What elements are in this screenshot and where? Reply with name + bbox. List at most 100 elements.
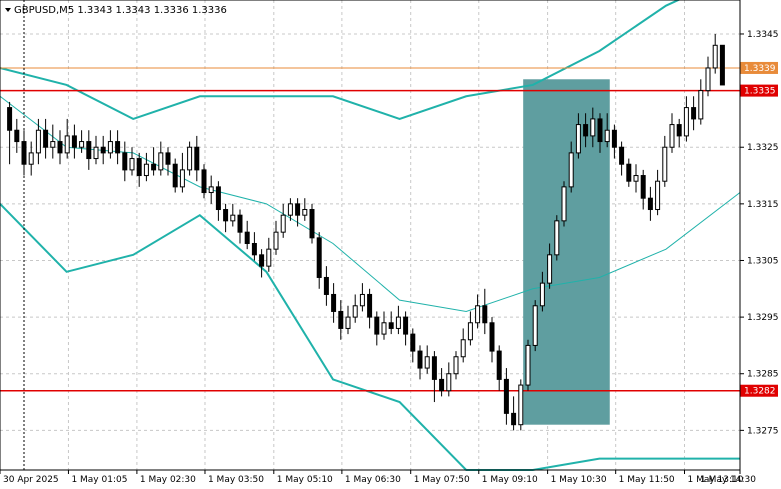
candle-body xyxy=(122,152,128,171)
candle-body xyxy=(64,135,70,154)
candle-body xyxy=(352,305,358,318)
candle-body xyxy=(187,146,193,171)
x-tick-label: 1 May 02:30 xyxy=(140,475,196,485)
candle-body xyxy=(266,248,272,267)
x-tick-label: 1 May 13:10 xyxy=(688,475,744,485)
candle-body xyxy=(511,412,517,426)
candle-body xyxy=(374,316,380,335)
x-tick-label: 1 May 11:50 xyxy=(619,475,675,485)
candle-body xyxy=(194,146,200,171)
candle-body xyxy=(575,124,581,154)
candle-body xyxy=(28,152,34,165)
candle-body xyxy=(525,344,531,386)
candle-body xyxy=(712,44,718,69)
y-tick-label: 1.3275 xyxy=(747,426,779,436)
candle-body xyxy=(158,152,164,171)
candle-body xyxy=(683,107,689,137)
candle-body xyxy=(172,163,178,188)
candle-body xyxy=(57,141,63,154)
candle-body xyxy=(14,129,20,143)
candle-body xyxy=(71,135,77,148)
candle-body xyxy=(93,146,99,160)
candle-body xyxy=(151,163,157,171)
candle-body xyxy=(403,316,409,335)
candle-body xyxy=(359,293,365,307)
x-tick-label: 1 May 05:10 xyxy=(277,475,333,485)
candle-body xyxy=(698,90,704,120)
candle-body xyxy=(338,310,344,329)
candle-body xyxy=(107,141,113,154)
candle-body xyxy=(482,305,488,324)
y-tick-label: 1.3345 xyxy=(747,30,779,40)
candles xyxy=(7,33,725,431)
price-level-label: 1.3282 xyxy=(744,387,776,397)
bollinger-upper-line xyxy=(0,0,681,120)
candle-body xyxy=(143,163,149,177)
candle-body xyxy=(518,384,524,426)
candle-body xyxy=(496,350,502,380)
candle-body xyxy=(323,276,329,295)
y-tick-label: 1.3295 xyxy=(747,313,779,323)
candle-body xyxy=(244,231,250,244)
candle-body xyxy=(273,231,279,250)
price-level-tag xyxy=(740,61,778,74)
candle-body xyxy=(446,373,452,392)
candle-body xyxy=(719,44,725,86)
y-tick-label: 1.3285 xyxy=(747,370,779,380)
candle-body xyxy=(410,333,416,352)
candle-body xyxy=(208,186,214,194)
dropdown-triangle-icon[interactable] xyxy=(5,8,11,12)
candle-body xyxy=(331,293,337,312)
candle-body xyxy=(597,118,603,143)
y-tick-label: 1.3315 xyxy=(747,200,779,210)
price-level-label: 1.3339 xyxy=(744,64,776,74)
plot-frame xyxy=(0,0,741,471)
y-tick-label: 1.3325 xyxy=(747,143,779,153)
candle-body xyxy=(165,152,171,165)
candle-body xyxy=(417,350,423,369)
candle-body xyxy=(532,305,538,346)
candle-body xyxy=(280,214,286,233)
candle-body xyxy=(35,129,41,154)
price-axis: 1.3345 1.3325 1.3315 1.3305 1.3295 1.3285 1.32… xyxy=(740,30,779,436)
candle-body xyxy=(424,356,430,369)
candle-body xyxy=(561,186,567,222)
candle-body xyxy=(554,220,560,256)
chart-title: GBPUSD,M5 1.3343 1.3343 1.3336 1.3336 xyxy=(14,5,227,16)
candle-body xyxy=(691,107,697,120)
candle-body xyxy=(460,339,466,358)
moving-average-line xyxy=(0,95,741,312)
candle-body xyxy=(100,146,106,154)
x-tick-label: 1 May 09:10 xyxy=(482,475,538,485)
x-tick-label: 1 May 14:30 xyxy=(700,475,756,485)
candle-body xyxy=(201,169,207,194)
candle-body xyxy=(676,124,682,137)
time-axis: 30 Apr 2025 1 May 01:05 1 May 02:30 1 May 0… xyxy=(0,470,756,485)
x-tick-label: 1 May 07:50 xyxy=(414,475,470,485)
candle-body xyxy=(381,322,387,335)
candle-body xyxy=(237,214,243,233)
x-tick-label: 1 May 06:30 xyxy=(345,475,401,485)
x-tick-label: 1 May 01:05 xyxy=(71,475,127,485)
candle-body xyxy=(129,158,135,171)
candle-body xyxy=(295,203,301,216)
x-tick-label: 1 May 03:50 xyxy=(208,475,264,485)
candle-body xyxy=(489,322,495,352)
candle-body xyxy=(309,209,315,239)
candle-body xyxy=(302,209,308,216)
candle-body xyxy=(179,169,185,188)
candle-body xyxy=(395,316,401,329)
candle-body xyxy=(439,378,445,392)
candle-body xyxy=(647,197,653,211)
candle-body xyxy=(655,180,661,211)
candle-body xyxy=(640,175,646,199)
candle-body xyxy=(388,322,394,329)
candle-body xyxy=(230,214,236,222)
candle-body xyxy=(43,129,49,148)
y-tick-label: 1.3305 xyxy=(747,256,779,266)
candle-body xyxy=(467,322,473,341)
x-tick-label: 1 May 10:30 xyxy=(551,475,607,485)
candle-body xyxy=(662,146,668,182)
